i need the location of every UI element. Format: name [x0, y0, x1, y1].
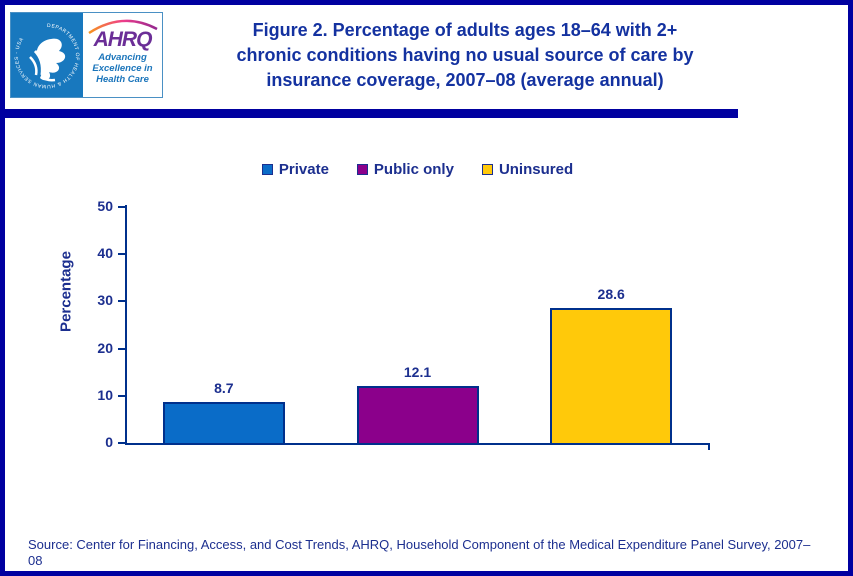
legend-label: Public only — [373, 161, 454, 178]
bar-value-label: 8.7 — [214, 380, 234, 396]
figure-title-line: chronic conditions having no usual sourc… — [236, 45, 694, 66]
chart-bar — [550, 308, 673, 443]
y-axis-tick — [118, 300, 125, 303]
figure-title: Figure 2. Percentage of adults ages 18–6… — [190, 18, 740, 94]
figure-title-line: insurance coverage, 2007–08 (average ann… — [266, 70, 664, 91]
chart-bar — [356, 386, 479, 443]
y-axis-line — [125, 205, 127, 445]
legend-swatch-icon — [481, 164, 493, 175]
legend-item-private: Private — [261, 161, 329, 178]
ahrq-logo: AHRQ Advancing Excellence in Health Care — [83, 13, 162, 97]
bar-value-label: 12.1 — [403, 364, 432, 380]
y-axis-tick-label: 0 — [105, 434, 113, 450]
chart-legend: Private Public only Uninsured — [127, 161, 708, 178]
y-axis-tick-label: 50 — [97, 198, 113, 214]
hhs-seal-icon: DEPARTMENT OF HEALTH & HUMAN SERVICES - … — [11, 13, 83, 97]
tagline-line: Health Care — [96, 73, 149, 85]
y-axis-tick-label: 40 — [97, 245, 113, 262]
legend-swatch-icon — [261, 164, 273, 175]
y-axis-tick — [118, 442, 125, 444]
x-axis-end-tick — [708, 443, 710, 450]
legend-label: Private — [278, 161, 329, 178]
tagline-line: Excellence in — [92, 62, 153, 74]
y-axis-tick-label: 10 — [97, 386, 113, 403]
legend-item-uninsured: Uninsured — [481, 161, 574, 178]
y-axis-tick — [118, 347, 125, 350]
legend-item-public-only: Public only — [356, 161, 454, 178]
y-axis-tick-label: 30 — [97, 292, 113, 309]
y-axis-tick — [118, 253, 125, 256]
hhs-ahrq-logo: DEPARTMENT OF HEALTH & HUMAN SERVICES - … — [10, 12, 163, 98]
bar-value-label: 28.6 — [597, 286, 625, 302]
y-axis-tick — [118, 206, 125, 208]
source-note: Source: Center for Financing, Access, an… — [28, 537, 811, 568]
ahrq-wordmark: AHRQ — [93, 28, 153, 51]
bar-chart: Percentage 0 10 20 30 40 50 8.7 12.1 28.6 — [5, 5, 848, 571]
legend-swatch-icon — [356, 164, 368, 175]
tagline-line: Advancing — [98, 52, 147, 63]
rainbow-arc-icon — [88, 19, 158, 35]
y-axis-tick — [118, 394, 125, 397]
chart-bar — [162, 402, 285, 443]
y-axis-tick-label: 20 — [97, 339, 113, 356]
figure-title-line: Figure 2. Percentage of adults ages 18–6… — [252, 20, 678, 40]
x-axis-line — [125, 443, 710, 445]
y-axis-title: Percentage — [57, 251, 75, 332]
header-divider-bar — [5, 109, 738, 118]
legend-label: Uninsured — [498, 161, 574, 178]
ahrq-tagline: Advancing Excellence in Health Care — [83, 52, 162, 86]
